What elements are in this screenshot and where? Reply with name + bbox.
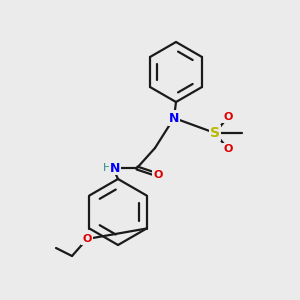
Text: O: O [82,234,92,244]
Text: N: N [110,161,120,175]
Text: H: H [103,163,111,173]
Text: O: O [223,112,233,122]
Text: O: O [223,144,233,154]
Text: N: N [169,112,179,124]
Text: O: O [153,170,163,180]
Text: S: S [210,126,220,140]
